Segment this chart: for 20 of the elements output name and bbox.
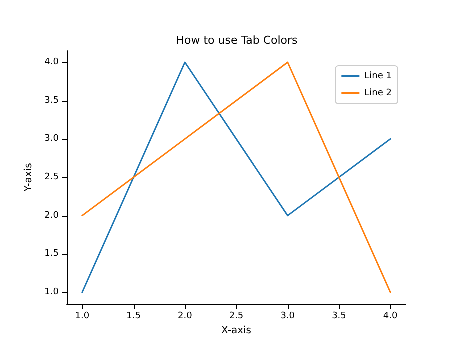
x-tick-label: 3.5 xyxy=(332,312,346,322)
x-tick-label: 3.0 xyxy=(280,312,296,322)
x-tick-label: 2.0 xyxy=(178,312,193,322)
x-tick-label: 4.0 xyxy=(383,312,398,322)
y-axis-title: Y-axis xyxy=(23,163,34,193)
y-tick-label: 3.5 xyxy=(44,96,59,106)
y-tick-label: 2.0 xyxy=(44,210,60,221)
x-axis-title: X-axis xyxy=(222,325,252,336)
chart-title: How to use Tab Colors xyxy=(176,34,298,47)
legend-label: Line 1 xyxy=(364,72,392,82)
y-tick-label: 4.0 xyxy=(44,58,60,68)
y-tick-label: 1.0 xyxy=(44,288,60,298)
y-tick-label: 2.5 xyxy=(44,172,59,182)
y-tick-label: 1.5 xyxy=(44,249,59,260)
y-tick-label: 3.0 xyxy=(44,134,60,144)
legend-label: Line 2 xyxy=(364,88,392,98)
x-tick-label: 1.5 xyxy=(126,312,141,322)
line-series xyxy=(82,62,392,294)
x-tick-label: 1.0 xyxy=(75,312,90,322)
x-tick-label: 2.5 xyxy=(229,312,244,322)
